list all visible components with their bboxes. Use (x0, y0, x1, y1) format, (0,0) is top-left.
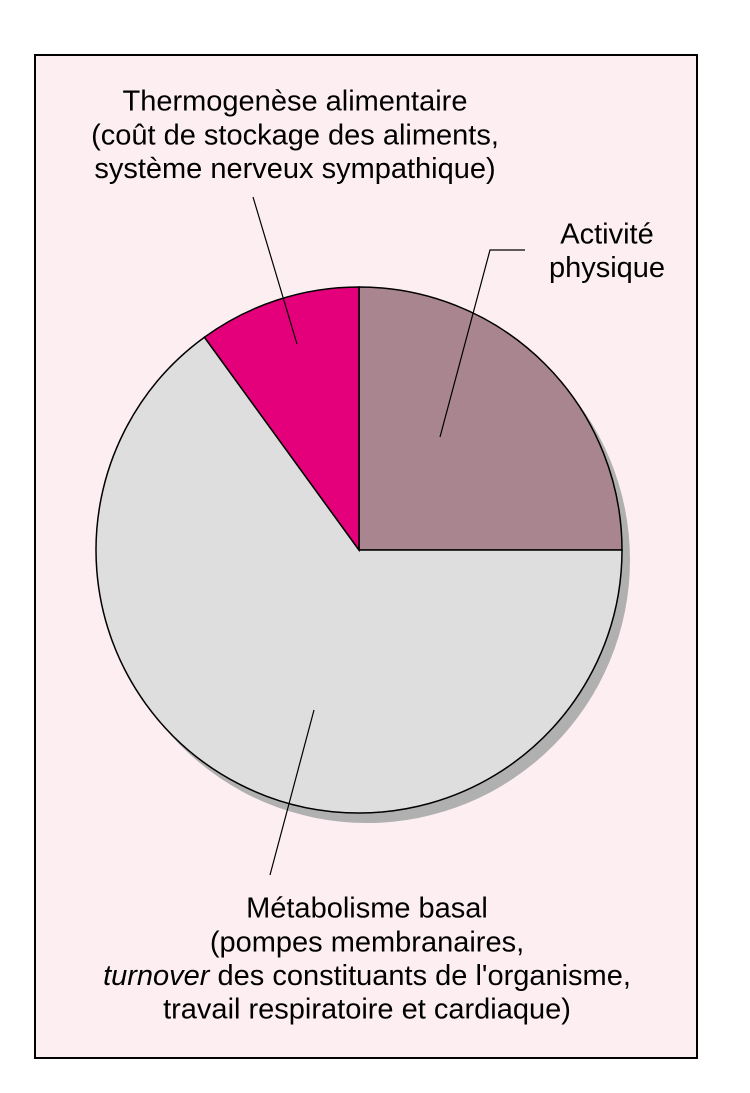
slice-label: Métabolisme basal (246, 893, 488, 925)
slice-label: Thermogenèse alimentaire (123, 86, 468, 118)
note-part: (pompes membranaires, (210, 926, 524, 958)
pie-slice (95, 336, 623, 814)
slice-note: système nerveux sympathique) (94, 153, 495, 185)
slice-note: (coût de stockage des aliments, (91, 119, 499, 151)
slice-note: travail respiratoire et cardiaque) (163, 993, 571, 1025)
leader-line (252, 196, 298, 345)
slice-label: Activité (560, 219, 653, 251)
pie-slice (203, 286, 360, 553)
note-part: des constituants de l'organisme, (209, 960, 630, 992)
note-part: turnover (103, 960, 211, 992)
leader-line (439, 249, 525, 438)
slice-label: physique (549, 252, 665, 284)
pie-slice (358, 286, 623, 551)
leader-line (269, 709, 315, 876)
note-part: travail respiratoire et cardiaque) (163, 993, 571, 1025)
slice-note: (pompes membranaires, (210, 926, 524, 958)
note-part: (coût de stockage des aliments, (91, 119, 499, 151)
note-part: système nerveux sympathique) (94, 153, 495, 185)
slice-note: turnover des constituants de l'organisme… (103, 960, 631, 992)
